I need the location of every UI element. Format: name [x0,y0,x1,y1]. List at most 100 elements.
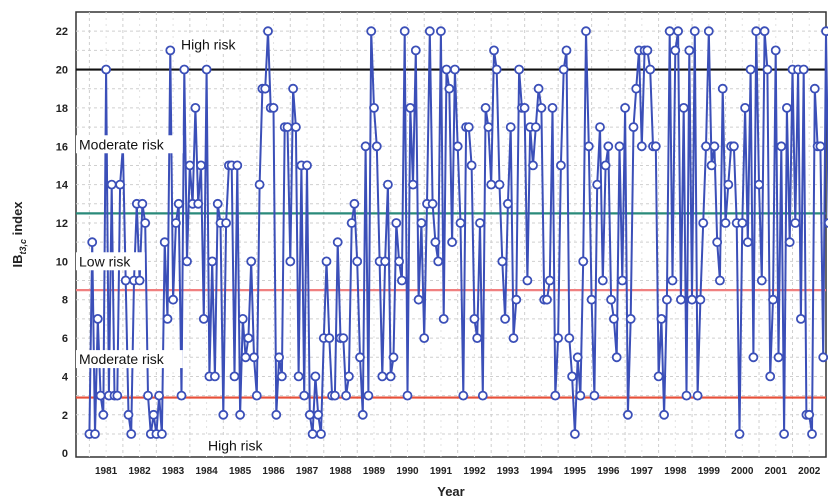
data-point [556,160,566,171]
data-point [346,218,357,228]
data-point [628,122,639,132]
data-point [703,26,714,37]
y-axis-title-suffix: index [10,201,25,239]
data-point [798,64,809,75]
data-point [377,371,388,382]
data-point [734,429,745,439]
y-tick-label: 0 [62,448,68,460]
data-point [542,294,552,305]
data-point [458,390,469,401]
data-point [821,26,828,37]
data-point [263,26,273,37]
x-tick-label: 1981 [95,466,118,477]
data-point [620,103,630,113]
x-tick-label: 1986 [262,466,285,477]
x-tick-label: 1990 [396,466,419,477]
data-point [642,45,653,56]
data-point [427,198,438,209]
data-point [491,64,502,75]
data-point [815,141,826,152]
data-point [106,179,117,190]
data-point [617,275,628,286]
data-point [650,141,661,152]
y-axis-title-main: IB [10,255,25,268]
data-point [653,371,664,382]
data-point [611,352,622,363]
data-point [134,275,145,286]
data-point [720,218,731,228]
x-tick-label: 2001 [765,466,788,477]
data-point [505,122,516,132]
data-point [762,64,773,75]
data-point [329,390,340,401]
data-point [449,64,460,75]
data-point [120,275,131,286]
data-point [419,333,430,344]
data-point [438,313,449,324]
zone-label-bg [76,135,183,154]
data-point [804,409,815,420]
data-point [597,275,608,286]
y-tick-label: 22 [56,26,68,38]
x-tick-label: 1997 [631,466,654,477]
data-point [676,294,686,305]
data-point [547,103,558,113]
x-tick-label: 1987 [296,466,319,477]
data-point [173,198,184,209]
data-point [729,141,739,152]
data-point [307,429,318,439]
data-point [681,390,692,401]
risk-zone-labels: High risk Moderate risk Low risk Moderate r… [76,35,282,455]
data-point [176,390,187,401]
data-point [756,275,767,286]
data-point [695,294,706,305]
data-point [212,198,223,209]
y-tick-label: 12 [56,218,68,230]
data-point [768,294,778,305]
data-point [623,409,633,420]
data-point [609,313,619,324]
data-point [112,390,123,401]
x-tick-label: 2000 [731,466,754,477]
data-point [190,103,201,113]
x-tick-label: 1985 [229,466,252,477]
y-tick-label: 16 [56,141,68,153]
data-point [645,64,656,75]
data-point [196,160,206,171]
y-axis-title-subscript: t3,c [18,239,28,255]
data-point [396,275,407,286]
data-point [737,218,748,228]
data-point [207,256,218,267]
data-point [589,390,600,401]
data-point [408,179,418,190]
data-point [790,218,801,228]
data-point [606,294,616,305]
y-tick-label: 8 [62,295,68,307]
y-tick-label: 14 [56,180,69,192]
data-point [570,429,580,439]
data-point [441,64,452,75]
x-tick-label: 1993 [497,466,520,477]
data-point [770,45,781,56]
data-point [341,390,352,401]
data-point [218,409,229,420]
zone-label-bg [178,35,255,54]
data-point [430,237,441,248]
data-point [706,160,717,171]
data-point [636,141,647,152]
data-point [519,103,530,113]
data-point [687,294,697,305]
data-point [502,198,513,209]
data-point [413,294,424,305]
data-point [321,256,332,267]
x-tick-label: 1989 [363,466,386,477]
data-point [357,409,368,420]
data-point [477,390,488,401]
data-point [385,371,396,382]
data-point [717,83,728,94]
data-point [394,256,405,267]
data-point [148,409,159,420]
y-tick-label: 4 [62,371,69,383]
data-point [140,218,151,228]
x-tick-label: 1998 [664,466,687,477]
